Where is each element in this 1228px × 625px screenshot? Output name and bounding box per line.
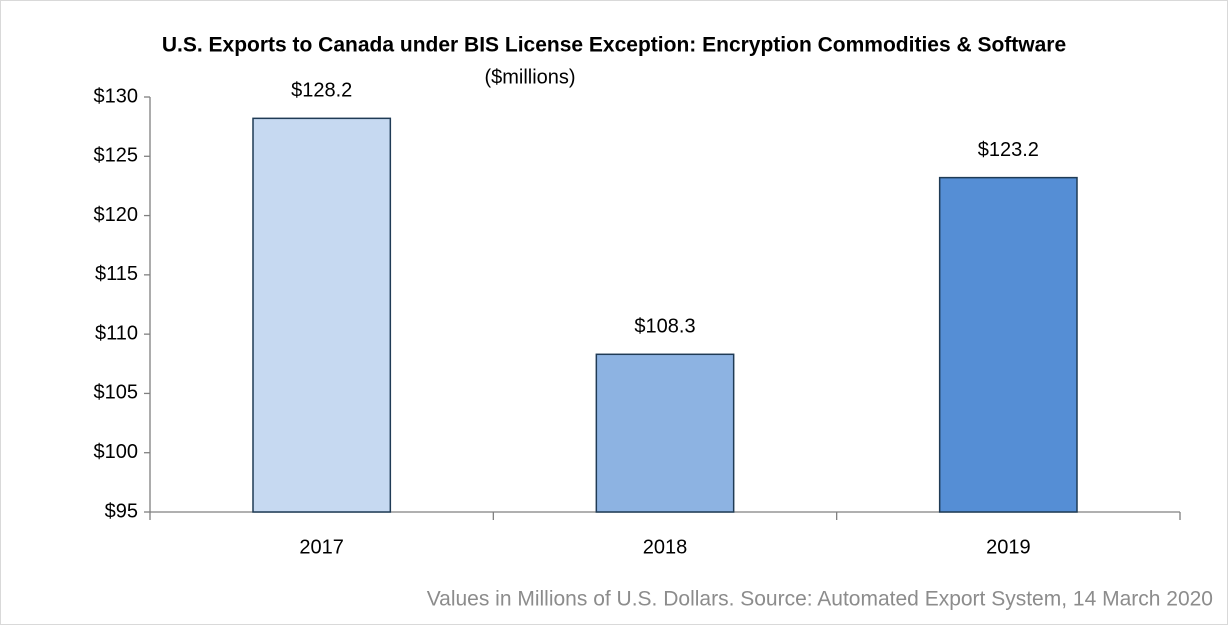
data-label: $108.3: [634, 316, 695, 338]
x-tick-label: 2019: [986, 536, 1031, 558]
y-tick-label: $95: [105, 500, 138, 522]
x-tick-label: 2017: [299, 536, 344, 558]
y-tick-label: $130: [94, 85, 139, 107]
chart-subtitle: ($millions): [484, 66, 575, 88]
bar: [252, 117, 392, 513]
bar: [595, 353, 735, 513]
data-label: $128.2: [291, 80, 352, 102]
y-tick-label: $100: [94, 441, 139, 463]
y-tick-label: $110: [95, 322, 138, 344]
chart-title: U.S. Exports to Canada under BIS License…: [162, 34, 1066, 57]
y-tick-label: $120: [94, 204, 139, 226]
y-tick-label: $105: [94, 382, 139, 404]
footnote: Values in Millions of U.S. Dollars. Sour…: [427, 588, 1213, 611]
bar: [938, 176, 1078, 513]
y-tick-label: $125: [94, 145, 139, 167]
x-tick-label: 2018: [643, 536, 688, 558]
y-tick-label: $115: [95, 263, 138, 285]
data-label: $123.2: [978, 139, 1039, 161]
